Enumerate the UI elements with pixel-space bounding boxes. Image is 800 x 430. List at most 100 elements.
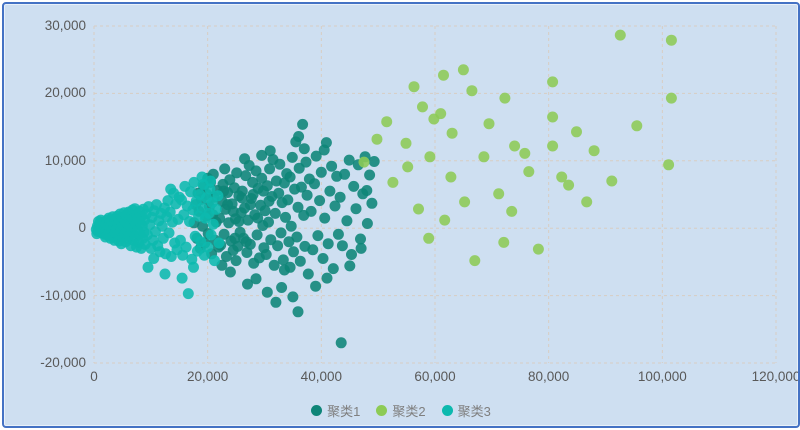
scatter-point[interactable] bbox=[368, 156, 380, 167]
legend-item-聚类2[interactable]: 聚类2 bbox=[376, 401, 426, 420]
scatter-point[interactable] bbox=[188, 176, 200, 188]
scatter-point[interactable] bbox=[285, 220, 297, 232]
scatter-point[interactable] bbox=[309, 178, 320, 190]
scatter-point[interactable] bbox=[274, 158, 286, 170]
scatter-point[interactable] bbox=[435, 108, 447, 120]
scatter-point[interactable] bbox=[318, 144, 330, 156]
scatter-point[interactable] bbox=[257, 185, 269, 197]
scatter-point[interactable] bbox=[498, 236, 510, 248]
scatter-point[interactable] bbox=[251, 229, 263, 241]
scatter-point[interactable] bbox=[252, 212, 264, 224]
scatter-point[interactable] bbox=[438, 69, 449, 81]
scatter-point[interactable] bbox=[344, 260, 356, 272]
scatter-point[interactable] bbox=[336, 240, 348, 252]
scatter-point[interactable] bbox=[361, 218, 373, 229]
scatter-point[interactable] bbox=[614, 29, 626, 41]
scatter-point[interactable] bbox=[312, 230, 324, 242]
scatter-point[interactable] bbox=[229, 232, 241, 244]
scatter-point[interactable] bbox=[322, 238, 334, 250]
scatter-point[interactable] bbox=[196, 171, 208, 183]
scatter-point[interactable] bbox=[343, 154, 355, 166]
scatter-point[interactable] bbox=[156, 220, 168, 232]
scatter-point[interactable] bbox=[222, 199, 234, 211]
scatter-point[interactable] bbox=[184, 216, 195, 227]
scatter-point[interactable] bbox=[291, 231, 303, 243]
scatter-point[interactable] bbox=[233, 216, 245, 227]
scatter-point[interactable] bbox=[663, 159, 675, 171]
scatter-point[interactable] bbox=[631, 120, 643, 132]
scatter-point[interactable] bbox=[230, 255, 242, 267]
scatter-point[interactable] bbox=[302, 268, 314, 280]
scatter-point[interactable] bbox=[240, 236, 252, 248]
scatter-point[interactable] bbox=[310, 150, 322, 162]
scatter-point[interactable] bbox=[348, 180, 360, 192]
scatter-point[interactable] bbox=[264, 163, 276, 175]
scatter-point[interactable] bbox=[273, 187, 285, 199]
scatter-point[interactable] bbox=[355, 242, 367, 254]
scatter-point[interactable] bbox=[297, 118, 309, 130]
scatter-point[interactable] bbox=[219, 163, 231, 175]
scatter-point[interactable] bbox=[506, 205, 518, 217]
scatter-point[interactable] bbox=[204, 183, 216, 195]
scatter-point[interactable] bbox=[263, 216, 274, 228]
scatter-point[interactable] bbox=[292, 201, 304, 213]
scatter-point[interactable] bbox=[212, 190, 224, 202]
scatter-point[interactable] bbox=[466, 85, 478, 97]
scatter-point[interactable] bbox=[606, 175, 618, 187]
scatter-point[interactable] bbox=[91, 228, 103, 240]
scatter-point[interactable] bbox=[364, 169, 376, 181]
scatter-point[interactable] bbox=[329, 200, 341, 212]
scatter-point[interactable] bbox=[446, 127, 458, 139]
scatter-point[interactable] bbox=[547, 140, 559, 152]
scatter-point[interactable] bbox=[339, 168, 351, 180]
scatter-point[interactable] bbox=[423, 232, 435, 244]
scatter-point[interactable] bbox=[301, 189, 313, 201]
scatter-point[interactable] bbox=[231, 167, 243, 179]
scatter-point[interactable] bbox=[387, 176, 399, 188]
scatter-point[interactable] bbox=[286, 151, 298, 163]
scatter-point[interactable] bbox=[417, 101, 428, 113]
scatter-point[interactable] bbox=[148, 253, 160, 264]
scatter-point[interactable] bbox=[314, 195, 326, 207]
scatter-point[interactable] bbox=[665, 34, 677, 46]
scatter-point[interactable] bbox=[288, 246, 299, 258]
scatter-point[interactable] bbox=[284, 171, 296, 183]
scatter-point[interactable] bbox=[361, 185, 373, 196]
scatter-point[interactable] bbox=[563, 179, 575, 191]
scatter-point[interactable] bbox=[188, 261, 199, 273]
scatter-point[interactable] bbox=[176, 272, 188, 284]
scatter-point[interactable] bbox=[332, 228, 344, 240]
scatter-point[interactable] bbox=[588, 145, 600, 157]
scatter-point[interactable] bbox=[275, 227, 287, 239]
scatter-point[interactable] bbox=[205, 175, 216, 187]
scatter-point[interactable] bbox=[509, 140, 521, 152]
scatter-point[interactable] bbox=[327, 263, 339, 275]
scatter-point[interactable] bbox=[371, 133, 383, 145]
scatter-point[interactable] bbox=[276, 282, 288, 293]
scatter-point[interactable] bbox=[402, 161, 414, 173]
scatter-point[interactable] bbox=[358, 156, 370, 168]
scatter-point[interactable] bbox=[239, 153, 251, 165]
scatter-point[interactable] bbox=[499, 92, 511, 104]
scatter-point[interactable] bbox=[293, 131, 305, 142]
scatter-point[interactable] bbox=[260, 249, 272, 260]
scatter-point[interactable] bbox=[532, 243, 544, 255]
scatter-point[interactable] bbox=[581, 196, 593, 208]
scatter-point[interactable] bbox=[408, 81, 420, 93]
scatter-point[interactable] bbox=[523, 166, 535, 178]
scatter-point[interactable] bbox=[439, 214, 451, 226]
scatter-point[interactable] bbox=[321, 272, 333, 284]
scatter-point[interactable] bbox=[261, 286, 273, 298]
scatter-point[interactable] bbox=[218, 228, 230, 240]
scatter-point[interactable] bbox=[284, 261, 296, 273]
scatter-point[interactable] bbox=[224, 266, 236, 278]
scatter-point[interactable] bbox=[305, 205, 317, 217]
scatter-point[interactable] bbox=[335, 337, 347, 349]
scatter-point[interactable] bbox=[280, 211, 291, 223]
scatter-point[interactable] bbox=[292, 306, 304, 318]
scatter-point[interactable] bbox=[165, 183, 177, 195]
scatter-point[interactable] bbox=[413, 203, 424, 215]
scatter-point[interactable] bbox=[202, 241, 214, 253]
scatter-point[interactable] bbox=[256, 149, 268, 161]
scatter-point[interactable] bbox=[163, 227, 175, 239]
